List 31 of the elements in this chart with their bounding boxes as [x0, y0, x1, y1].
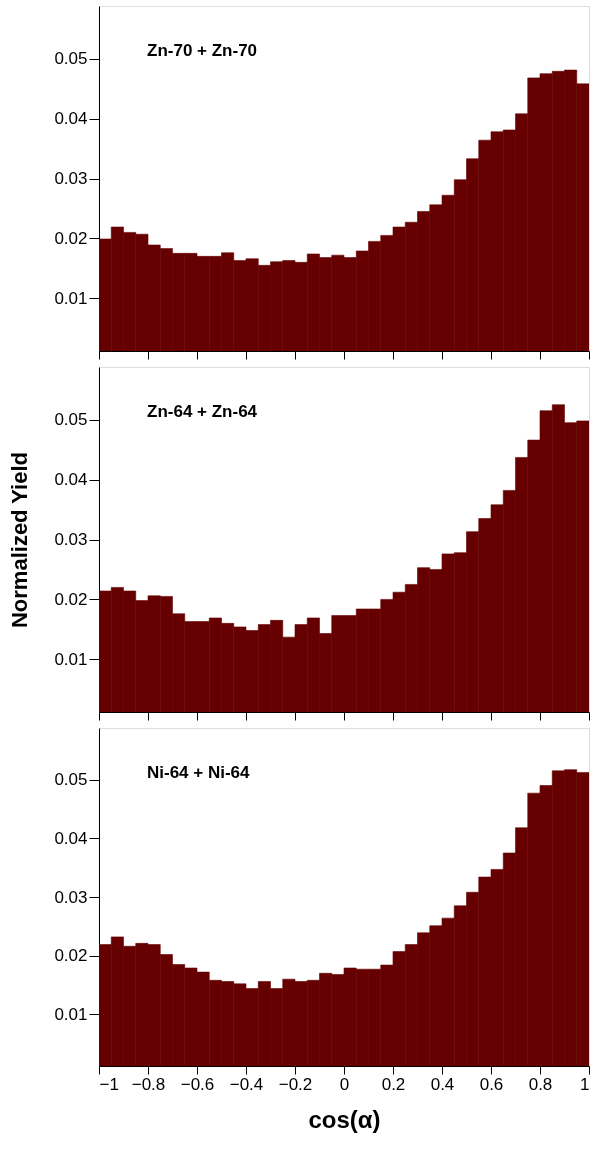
y-axis-title: Normalized Yield: [7, 451, 33, 629]
y-tick-label: 0.01: [54, 1004, 88, 1024]
x-tick-label: −0.6: [180, 1074, 215, 1094]
y-tick-label: 0.02: [54, 589, 88, 609]
annotation: Zn-64 + Zn-64: [147, 402, 258, 421]
x-tick-label: 0: [339, 1074, 350, 1094]
x-tick-label: −0.8: [131, 1074, 166, 1094]
x-tick-label: 0.6: [479, 1074, 504, 1094]
y-tick-label: 0.03: [54, 169, 88, 188]
x-tick-label: 0.4: [430, 1074, 455, 1094]
y-tick-label: 0.04: [54, 109, 88, 129]
y-tick-label: 0.02: [54, 946, 88, 966]
y-tick-label: 0.05: [54, 49, 88, 69]
x-tick-label: 0.8: [528, 1074, 553, 1094]
y-tick-label: 0.03: [54, 530, 88, 549]
x-tick-label: −1: [99, 1074, 119, 1094]
y-tick-label: 0.02: [54, 228, 88, 248]
y-tick-label: 0.03: [54, 887, 88, 907]
x-tick-label: 1: [580, 1074, 590, 1094]
y-tick-label: 0.05: [54, 770, 88, 790]
annotation: Ni-64 + Ni-64: [147, 763, 251, 782]
x-tick-label: 0.2: [381, 1074, 406, 1094]
x-axis-title: cos(α): [308, 1105, 381, 1133]
x-tick-label: −0.2: [278, 1074, 313, 1094]
y-tick-label: 0.05: [54, 410, 88, 430]
y-tick-label: 0.01: [54, 288, 88, 308]
y-tick-label: 0.01: [54, 649, 88, 669]
y-tick-label: 0.04: [54, 828, 88, 848]
x-tick-label: −0.4: [229, 1074, 264, 1094]
y-tick-label: 0.04: [54, 470, 88, 490]
annotation: Zn-70 + Zn-70: [147, 41, 258, 60]
